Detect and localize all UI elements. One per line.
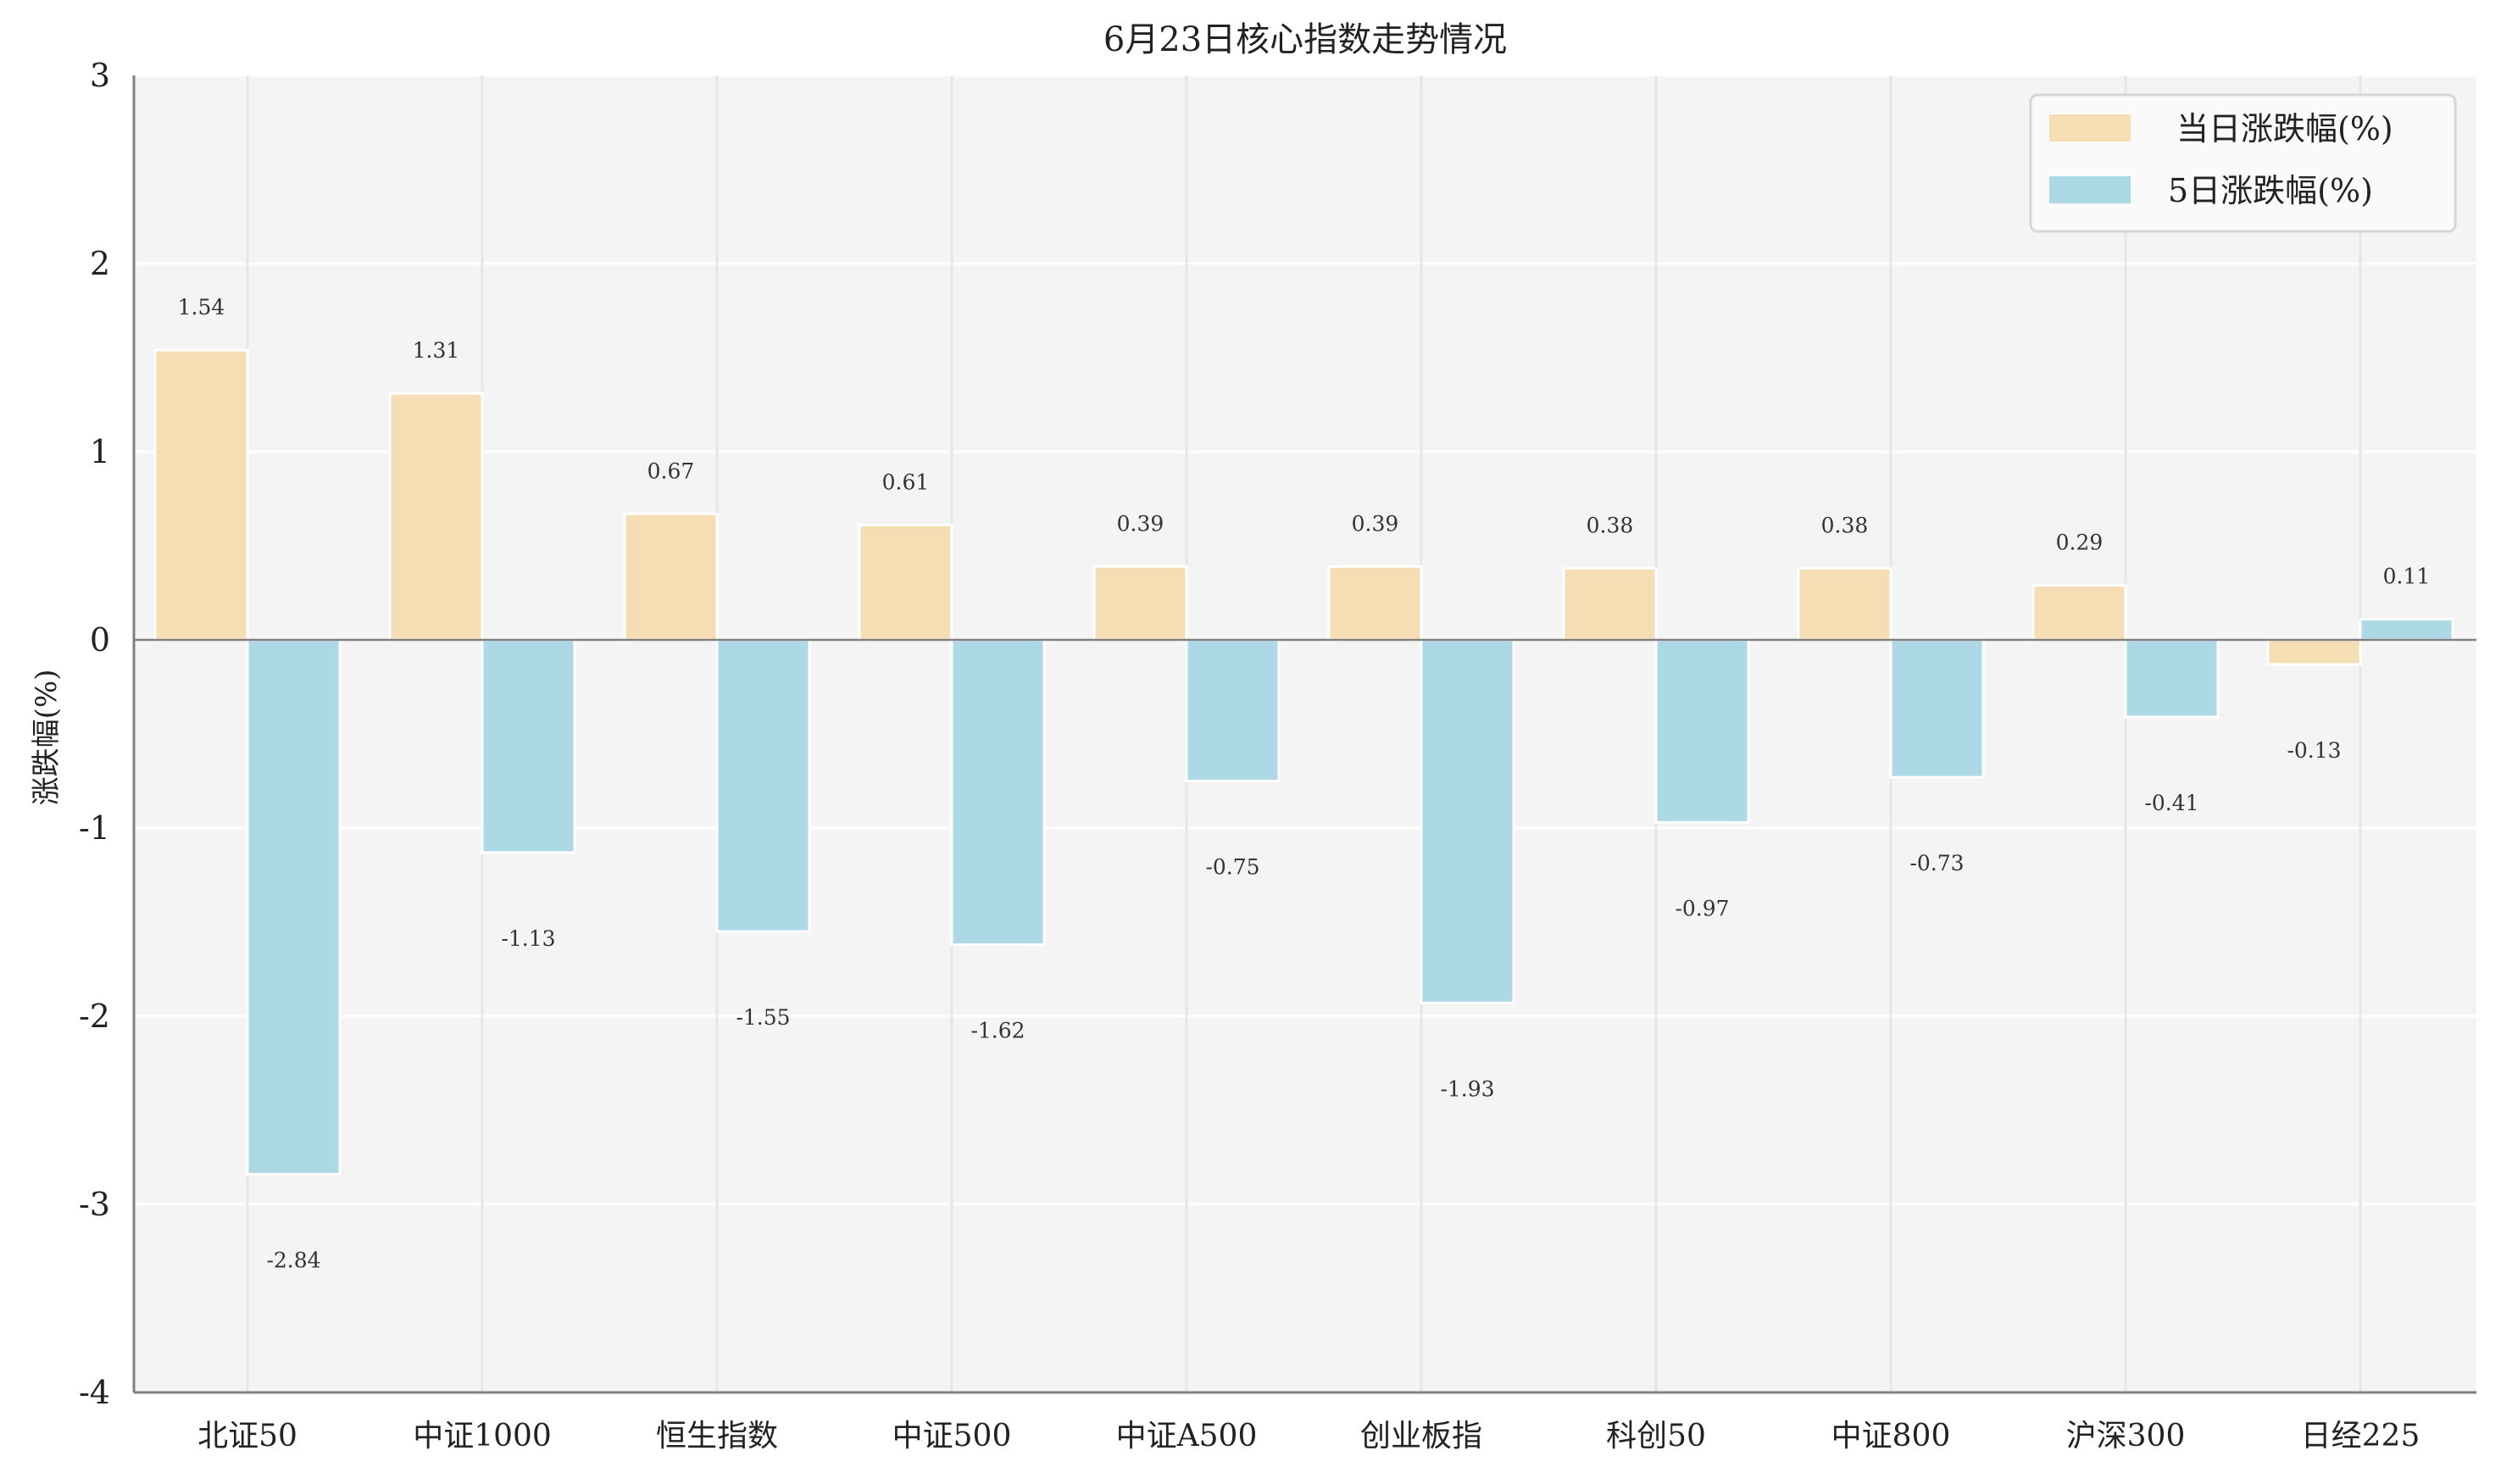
bar-daily-change xyxy=(2031,584,2127,642)
x-tick-label: 日经225 xyxy=(2301,1419,2420,1453)
legend-box xyxy=(2029,93,2457,233)
bar-5day-change xyxy=(715,638,811,933)
y-tick-label: -4 xyxy=(79,1374,110,1411)
y-tick-label: 1 xyxy=(90,433,110,470)
data-label: -0.75 xyxy=(1205,855,1259,880)
bar-5day-change xyxy=(1420,638,1515,1004)
bar-daily-change xyxy=(2266,638,2362,666)
bar-5day-change xyxy=(1185,638,1281,782)
x-tick-label: 恒生指数 xyxy=(656,1419,778,1453)
bar-daily-change xyxy=(388,392,484,642)
data-label: -1.13 xyxy=(501,926,555,951)
bar-daily-change xyxy=(1562,567,1658,642)
y-axis-label: 涨跌幅(%) xyxy=(30,670,64,806)
data-label: -2.84 xyxy=(266,1248,320,1272)
data-label: 0.11 xyxy=(2383,564,2431,589)
x-tick-label: 中证A500 xyxy=(1116,1419,1258,1453)
x-tick-label: 中证800 xyxy=(1831,1419,1951,1453)
data-label: -1.62 xyxy=(970,1019,1025,1043)
data-label: -1.93 xyxy=(1440,1076,1494,1101)
data-label: -0.97 xyxy=(1675,896,1729,920)
x-tick-label: 科创50 xyxy=(1606,1419,1706,1453)
bar-5day-change xyxy=(481,638,576,854)
bar-daily-change xyxy=(1092,564,1188,642)
legend-label-5day: 5日涨跌幅(%) xyxy=(2168,172,2373,209)
bar-daily-change xyxy=(153,348,249,642)
chart-title: 6月23日核心指数走势情况 xyxy=(1103,20,1507,59)
bar-daily-change xyxy=(623,512,719,642)
data-label: 1.31 xyxy=(413,338,460,363)
data-label: -0.13 xyxy=(2287,738,2341,763)
data-label: 0.39 xyxy=(1352,511,1399,536)
y-tick-label: -2 xyxy=(79,998,110,1035)
x-tick-label: 沪深300 xyxy=(2066,1419,2186,1453)
data-label: 1.54 xyxy=(178,295,225,320)
data-label: -0.73 xyxy=(1909,851,1964,875)
data-label: 0.38 xyxy=(1587,514,1634,538)
bar-daily-change xyxy=(858,524,953,642)
bar-daily-change xyxy=(1327,564,1423,642)
x-tick-label: 创业板指 xyxy=(1360,1419,1482,1453)
bar-5day-change xyxy=(950,638,1046,947)
data-label: 0.61 xyxy=(882,470,930,495)
bar-daily-change xyxy=(1797,567,1892,642)
y-tick-label: 0 xyxy=(90,621,110,659)
data-label: -0.41 xyxy=(2144,791,2198,815)
x-tick-label: 中证500 xyxy=(892,1419,1012,1453)
data-label: 0.67 xyxy=(647,459,695,483)
bar-5day-change xyxy=(2124,638,2220,719)
data-label: 0.29 xyxy=(2056,531,2104,555)
bar-5day-change xyxy=(1654,638,1750,824)
legend-swatch-daily xyxy=(2049,114,2131,142)
data-label: 0.38 xyxy=(1821,514,1869,538)
y-tick-label: 3 xyxy=(90,57,110,94)
bar-5day-change xyxy=(1889,638,1985,779)
legend-swatch-5day xyxy=(2049,176,2131,203)
data-label: -1.55 xyxy=(736,1005,790,1030)
x-tick-label: 中证1000 xyxy=(413,1419,552,1453)
y-tick-label: -3 xyxy=(79,1186,110,1223)
y-tick-label: 2 xyxy=(90,245,110,282)
data-label: 0.39 xyxy=(1117,511,1164,536)
legend-label-daily: 当日涨跌幅(%) xyxy=(2176,110,2393,147)
legend: 当日涨跌幅(%) 5日涨跌幅(%) xyxy=(2029,93,2457,233)
y-tick-label: -1 xyxy=(79,809,110,847)
bar-5day-change xyxy=(246,638,342,1176)
bar-5day-change xyxy=(2359,618,2454,642)
x-tick-label: 北证50 xyxy=(197,1419,297,1453)
